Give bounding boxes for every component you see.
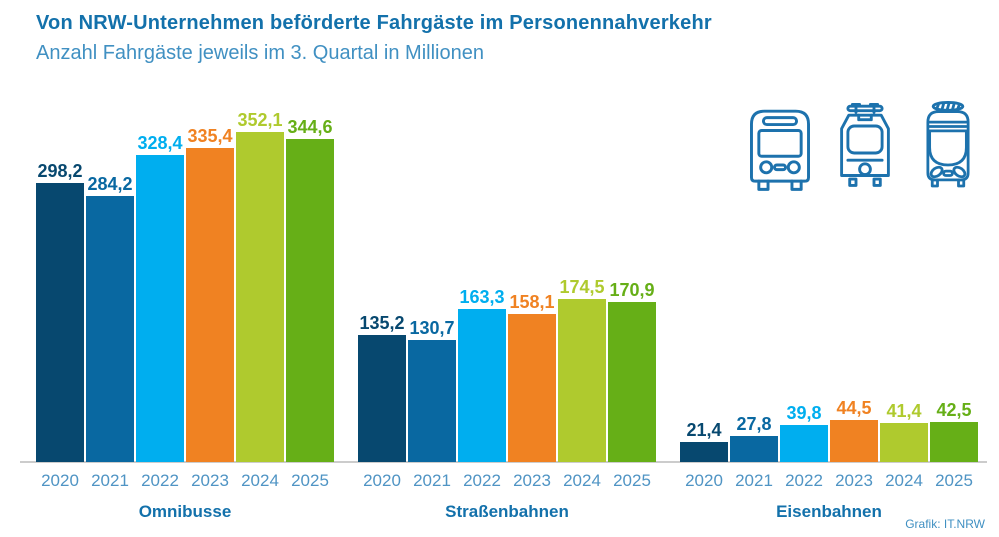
bar-value-label: 42,5 — [936, 400, 972, 420]
year-label: 2022 — [141, 471, 179, 490]
bar-value-label: 130,7 — [409, 318, 455, 338]
bar-eisenbahnen-2023 — [830, 420, 878, 462]
bar-value-label: 328,4 — [137, 133, 183, 153]
bar-eisenbahnen-2020 — [680, 442, 728, 462]
bar-omnibusse-2025 — [286, 139, 334, 462]
bar-omnibusse-2024 — [236, 132, 284, 462]
bar-omnibusse-2023 — [186, 148, 234, 462]
bar-value-label: 158,1 — [509, 292, 555, 312]
year-labels-row: 2020 2021 2022 2023 2024 2025 — [680, 471, 978, 491]
bar-value-label: 174,5 — [559, 277, 605, 297]
bar-value-label: 352,1 — [237, 110, 283, 130]
group-label: Eisenbahnen — [776, 502, 882, 521]
transport-icons — [743, 94, 983, 194]
year-labels-row: 2020 2021 2022 2023 2024 2025 — [36, 471, 334, 491]
bar-column: 174,5 — [558, 278, 606, 462]
year-label: 2021 — [413, 471, 451, 490]
bar-straßenbahnen-2020 — [358, 335, 406, 462]
bars-row: 21,4 27,8 39,8 44,5 41,4 42,5 — [680, 108, 978, 462]
year-label: 2021 — [91, 471, 129, 490]
bar-column: 42,5 — [930, 401, 978, 462]
year-label: 2021 — [735, 471, 773, 490]
train-icon — [926, 101, 970, 188]
chart-group-1: 298,2 284,2 328,4 335,4 352,1 344,6 2020 2021 20… — [36, 108, 334, 522]
year-label: 2024 — [885, 471, 923, 490]
bar-straßenbahnen-2021 — [408, 340, 456, 462]
bar-straßenbahnen-2025 — [608, 302, 656, 462]
bar-column: 21,4 — [680, 421, 728, 462]
bar-column: 44,5 — [830, 399, 878, 462]
bar-omnibusse-2022 — [136, 155, 184, 462]
bar-value-label: 298,2 — [37, 161, 83, 181]
bar-column: 298,2 — [36, 162, 84, 462]
year-label: 2023 — [835, 471, 873, 490]
bar-straßenbahnen-2023 — [508, 314, 556, 462]
year-label: 2022 — [463, 471, 501, 490]
chart-header: Von NRW-Unternehmen beförderte Fahrgäste… — [36, 12, 712, 65]
year-label: 2024 — [563, 471, 601, 490]
year-label: 2025 — [935, 471, 973, 490]
bar-value-label: 335,4 — [187, 126, 233, 146]
year-label: 2023 — [513, 471, 551, 490]
bar-eisenbahnen-2022 — [780, 425, 828, 462]
bar-value-label: 39,8 — [786, 403, 822, 423]
bar-column: 328,4 — [136, 134, 184, 462]
group-label: Omnibusse — [138, 502, 232, 521]
chart-group-3: 21,4 27,8 39,8 44,5 41,4 42,5 2020 2021 2022 2023… — [680, 108, 978, 522]
year-label: 2024 — [241, 471, 279, 490]
credit-label: Grafik: IT.NRW — [905, 517, 985, 531]
group-label: Straßenbahnen — [445, 502, 569, 521]
bar-column: 135,2 — [358, 314, 406, 462]
bar-value-label: 284,2 — [87, 174, 133, 194]
bar-value-label: 344,6 — [287, 117, 333, 137]
bar-value-label: 163,3 — [459, 287, 505, 307]
bar-column: 27,8 — [730, 415, 778, 462]
bars-row: 298,2 284,2 328,4 335,4 352,1 344,6 — [36, 108, 334, 462]
bar-value-label: 21,4 — [686, 420, 722, 440]
year-label: 2020 — [363, 471, 401, 490]
bar-column: 163,3 — [458, 288, 506, 462]
page-title: Von NRW-Unternehmen beförderte Fahrgäste… — [36, 12, 712, 34]
year-label: 2022 — [785, 471, 823, 490]
bar-value-label: 170,9 — [609, 280, 655, 300]
bar-omnibusse-2021 — [86, 196, 134, 462]
page-subtitle: Anzahl Fahrgäste jeweils im 3. Quartal i… — [36, 42, 484, 64]
chart-group-2: 135,2 130,7 163,3 158,1 174,5 170,9 2020 2021 20… — [358, 108, 656, 522]
year-label: 2025 — [291, 471, 329, 490]
bar-value-label: 135,2 — [359, 313, 405, 333]
year-label: 2020 — [41, 471, 79, 490]
bar-column: 39,8 — [780, 404, 828, 462]
bar-column: 158,1 — [508, 293, 556, 462]
bus-icon — [750, 109, 810, 191]
bar-column: 170,9 — [608, 281, 656, 462]
bars-row: 135,2 130,7 163,3 158,1 174,5 170,9 — [358, 108, 656, 462]
bar-column: 335,4 — [186, 127, 234, 462]
year-label: 2025 — [613, 471, 651, 490]
year-label: 2023 — [191, 471, 229, 490]
tram-icon — [840, 102, 890, 187]
bar-value-label: 27,8 — [736, 414, 772, 434]
bar-eisenbahnen-2024 — [880, 423, 928, 462]
year-labels-row: 2020 2021 2022 2023 2024 2025 — [358, 471, 656, 491]
bar-eisenbahnen-2025 — [930, 422, 978, 462]
chart-baseline — [20, 461, 987, 463]
bar-column: 41,4 — [880, 402, 928, 462]
bar-column: 352,1 — [236, 111, 284, 462]
bar-column: 344,6 — [286, 118, 334, 462]
chart-groups: 298,2 284,2 328,4 335,4 352,1 344,6 2020 2021 20… — [36, 108, 978, 522]
bar-omnibusse-2020 — [36, 183, 84, 462]
bar-value-label: 41,4 — [886, 401, 922, 421]
bar-column: 130,7 — [408, 319, 456, 462]
bar-eisenbahnen-2021 — [730, 436, 778, 462]
bar-straßenbahnen-2024 — [558, 299, 606, 462]
bar-value-label: 44,5 — [836, 398, 872, 418]
bar-straßenbahnen-2022 — [458, 309, 506, 462]
year-label: 2020 — [685, 471, 723, 490]
bar-column: 284,2 — [86, 175, 134, 462]
